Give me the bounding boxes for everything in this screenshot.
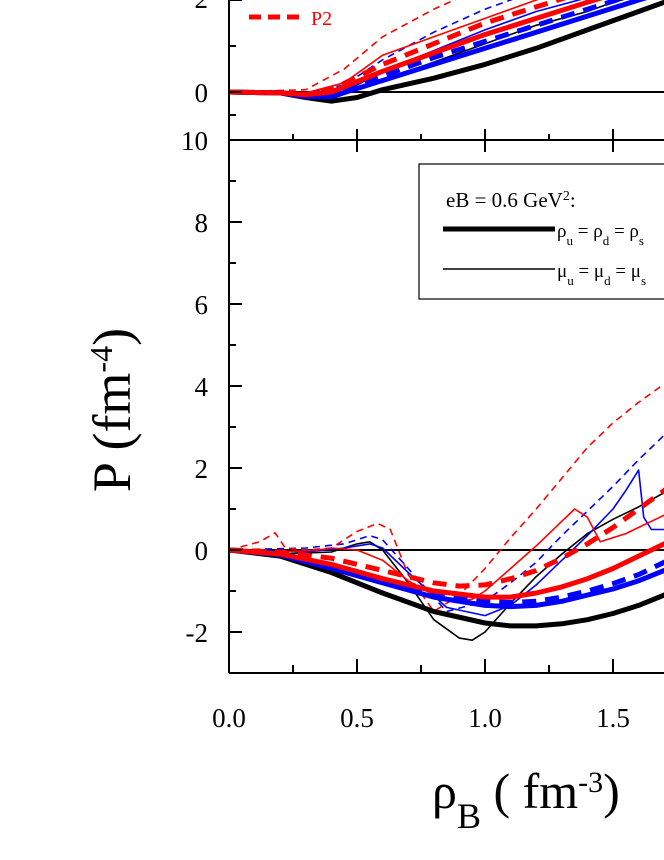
- top-series-3-thick-dashed: [229, 0, 625, 99]
- bottom-series-6-thick-solid: [229, 541, 664, 600]
- legend-label-rho: ρu = ρd = ρs: [557, 221, 644, 248]
- bottom-series-5-thin-dashed: [229, 434, 664, 613]
- top-ytick-label: 10: [181, 126, 208, 156]
- top-series-8-thin-solid: [229, 0, 539, 94]
- bottom-series-9-thin-dashed: [229, 383, 664, 613]
- legend-annotation: eB = 0.6 GeV2:: [446, 188, 576, 212]
- bottom-xtick-label: 1.5: [596, 703, 630, 733]
- bottom-series-7-thick-dashed: [229, 487, 664, 589]
- bottom-series-0-thick-solid: [229, 547, 664, 629]
- bottom-xtick-label: 1.0: [468, 703, 502, 733]
- svg-text:P (fm-4): P (fm-4): [82, 328, 142, 492]
- bottom-series-1-thin-solid: [229, 491, 664, 641]
- bottom-ytick-label: 0: [195, 536, 209, 566]
- top-y-ticks: 0 2 10: [181, 0, 242, 156]
- bottom-panel: -2 0 2 4 6 8 0.0 0.5 1.0 1.5 eB = 0.6 GeV2: ρu =…: [82, 139, 664, 836]
- bottom-ytick-label: -2: [186, 618, 209, 648]
- bottom-series-2-thick-solid: [229, 547, 664, 610]
- top-series-7-thick-dashed: [229, 0, 567, 97]
- bottom-ytick-label: 8: [195, 208, 209, 238]
- top-legend: P2: [249, 8, 332, 30]
- bottom-xtick-label: 0.0: [212, 703, 246, 733]
- top-legend-label-p2: P2: [311, 8, 332, 30]
- top-ytick-label: 0: [195, 78, 209, 108]
- bottom-legend: eB = 0.6 GeV2: ρu = ρd = ρs μu = μd = μs: [418, 163, 664, 300]
- bottom-series-3-thick-dashed: [229, 547, 664, 605]
- top-series-group: [229, 0, 664, 104]
- bottom-ytick-label: 2: [195, 454, 209, 484]
- bottom-x-ticks: 0.0 0.5 1.0 1.5: [212, 659, 630, 733]
- bottom-series-group: [229, 383, 664, 641]
- top-ytick-label: 2: [195, 0, 209, 14]
- top-series-9-thin-dashed: [229, 0, 457, 93]
- top-panel: 0 2 10 P2: [181, 0, 664, 156]
- bottom-y-ticks: -2 0 2 4 6 8: [186, 139, 242, 674]
- x-axis-label: ρB ( fm-3): [432, 763, 620, 836]
- y-axis-label: P (fm-4): [82, 328, 142, 492]
- top-series-6-thick-solid: [229, 0, 604, 98]
- bottom-xtick-label: 0.5: [340, 703, 374, 733]
- bottom-ytick-label: 4: [195, 372, 209, 402]
- legend-label-mu: μu = μd = μs: [557, 261, 646, 288]
- bottom-ytick-label: 6: [195, 290, 209, 320]
- bottom-series-4-thin-solid: [229, 469, 664, 617]
